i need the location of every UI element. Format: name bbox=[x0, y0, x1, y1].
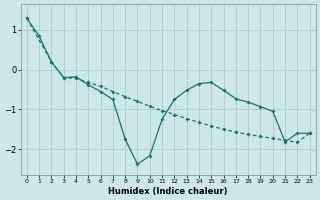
X-axis label: Humidex (Indice chaleur): Humidex (Indice chaleur) bbox=[108, 187, 228, 196]
